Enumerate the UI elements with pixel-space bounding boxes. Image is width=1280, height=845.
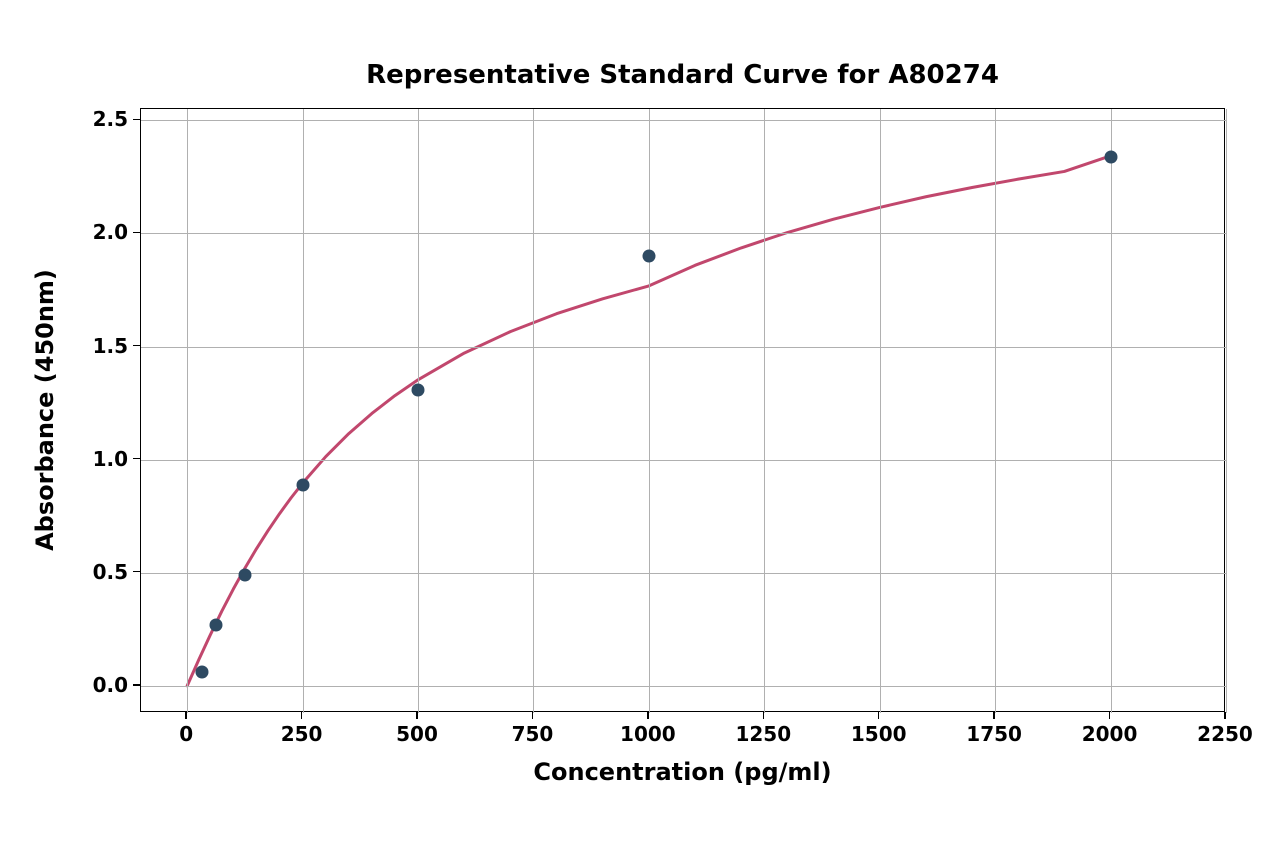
x-tick-mark	[878, 712, 880, 719]
grid-line-horizontal	[141, 347, 1226, 348]
y-tick-label: 2.0	[93, 220, 128, 244]
x-tick-label: 0	[179, 722, 193, 746]
x-tick-label: 1250	[735, 722, 791, 746]
x-tick-mark	[185, 712, 187, 719]
x-tick-label: 500	[396, 722, 438, 746]
y-tick-label: 2.5	[93, 107, 128, 131]
grid-line-vertical	[418, 109, 419, 713]
grid-line-vertical	[1111, 109, 1112, 713]
x-tick-label: 1750	[966, 722, 1022, 746]
x-tick-mark	[1224, 712, 1226, 719]
x-tick-mark	[647, 712, 649, 719]
x-tick-label: 2000	[1082, 722, 1138, 746]
data-point	[1104, 150, 1117, 163]
y-axis-label: Absorbance (450nm)	[31, 269, 59, 551]
y-tick-mark	[133, 345, 140, 347]
grid-line-horizontal	[141, 460, 1226, 461]
y-tick-label: 0.0	[93, 673, 128, 697]
x-tick-mark	[301, 712, 303, 719]
chart-title: Representative Standard Curve for A80274	[366, 60, 999, 90]
x-tick-mark	[1109, 712, 1111, 719]
grid-line-vertical	[995, 109, 996, 713]
grid-line-vertical	[187, 109, 188, 713]
data-point	[210, 618, 223, 631]
y-tick-mark	[133, 232, 140, 234]
y-tick-label: 1.5	[93, 334, 128, 358]
grid-line-horizontal	[141, 120, 1226, 121]
y-tick-mark	[133, 684, 140, 686]
data-point	[238, 569, 251, 582]
y-tick-label: 1.0	[93, 447, 128, 471]
x-tick-label: 2250	[1197, 722, 1253, 746]
x-tick-mark	[993, 712, 995, 719]
fitted-curve	[141, 109, 1226, 713]
x-axis-label: Concentration (pg/ml)	[533, 758, 831, 786]
x-tick-label: 750	[512, 722, 554, 746]
y-tick-mark	[133, 571, 140, 573]
data-point	[642, 250, 655, 263]
grid-line-horizontal	[141, 573, 1226, 574]
figure: Representative Standard Curve for A80274…	[0, 0, 1280, 845]
y-tick-mark	[133, 119, 140, 121]
grid-line-vertical	[764, 109, 765, 713]
x-tick-label: 1500	[851, 722, 907, 746]
data-point	[195, 666, 208, 679]
grid-line-vertical	[649, 109, 650, 713]
x-tick-mark	[532, 712, 534, 719]
y-tick-label: 0.5	[93, 560, 128, 584]
plot-area	[140, 108, 1225, 712]
data-point	[412, 383, 425, 396]
grid-line-vertical	[880, 109, 881, 713]
x-tick-label: 250	[281, 722, 323, 746]
x-tick-mark	[763, 712, 765, 719]
data-point	[296, 478, 309, 491]
grid-line-vertical	[1226, 109, 1227, 713]
grid-line-horizontal	[141, 686, 1226, 687]
x-tick-mark	[416, 712, 418, 719]
y-tick-mark	[133, 458, 140, 460]
grid-line-vertical	[303, 109, 304, 713]
grid-line-horizontal	[141, 233, 1226, 234]
x-tick-label: 1000	[620, 722, 676, 746]
grid-line-vertical	[533, 109, 534, 713]
